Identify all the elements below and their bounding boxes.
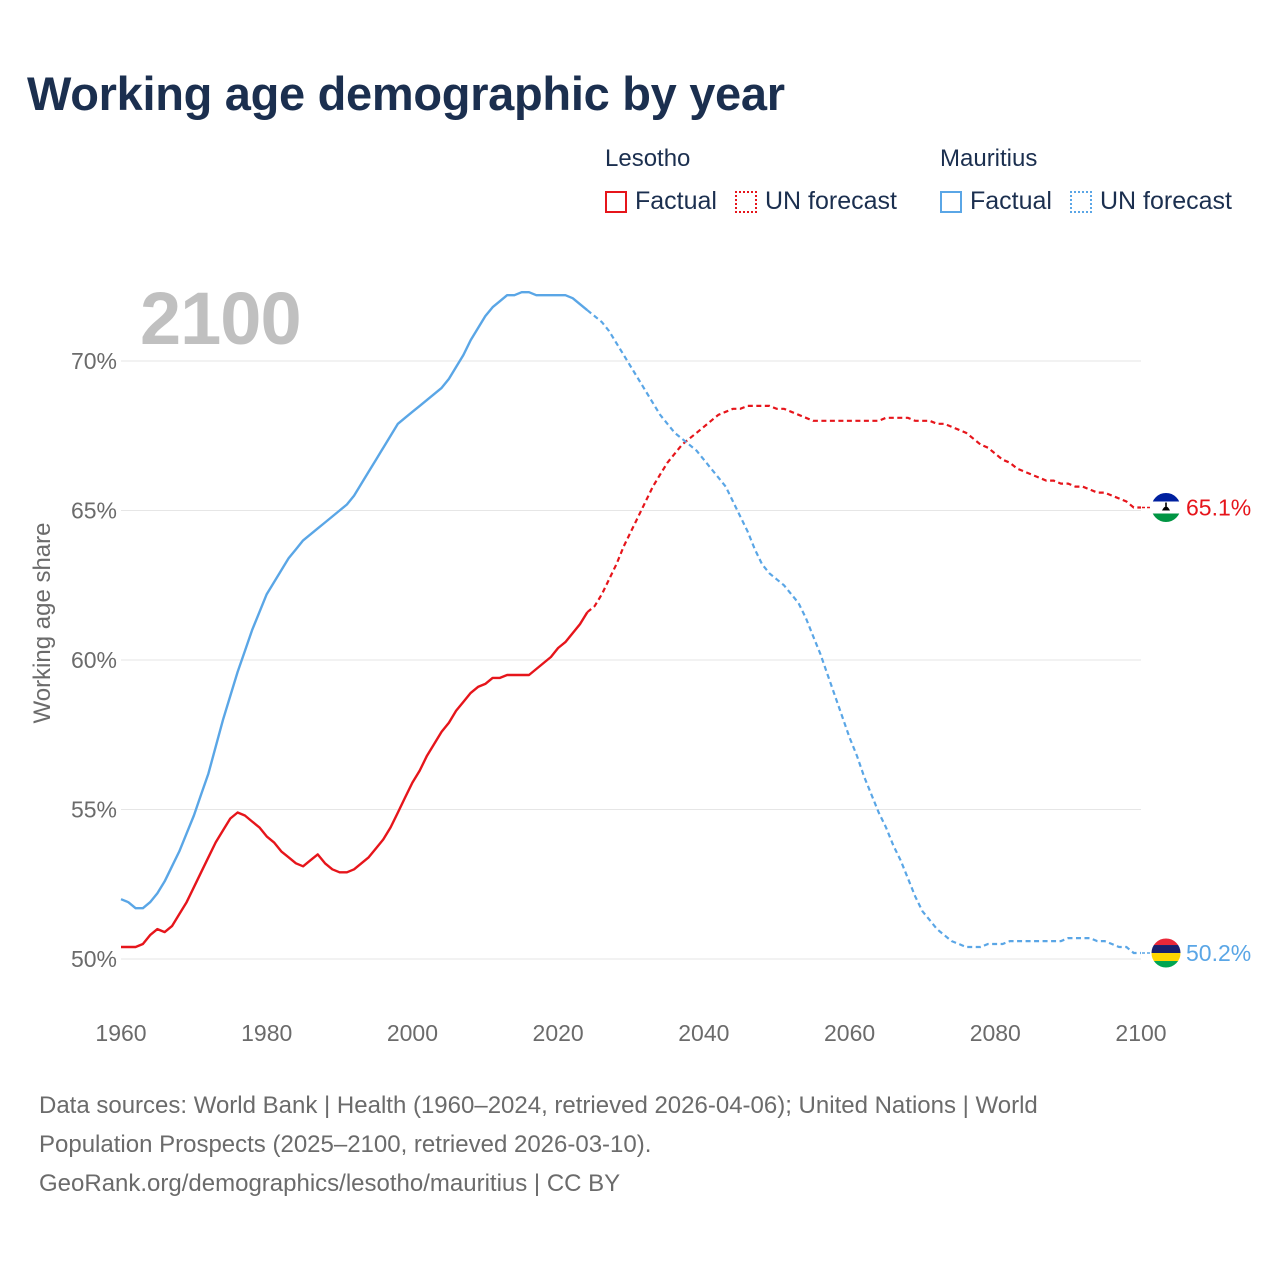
legend-group-mauritius: Mauritius Factual UN forecast [940,145,1232,216]
legend-group-name: Mauritius [940,145,1038,172]
gridlines [121,360,1141,960]
end-markers: 65.1% 50.2% [1142,492,1251,969]
x-tick-label: 1980 [241,1020,292,1046]
series-line-mauritius-factual[interactable] [120,291,589,910]
x-tick-label: 2040 [678,1020,729,1046]
legend-swatch-lesotho-factual [605,190,627,213]
legend-item-lesotho-factual[interactable]: Factual [605,187,717,216]
legend-item-mauritius-factual[interactable]: Factual [940,187,1052,216]
series-lines [120,291,1141,955]
current-year-label: 2100 [140,277,302,360]
y-tick-label: 55% [71,797,117,823]
legend-label: UN forecast [1099,187,1232,215]
y-tick-label: 70% [71,348,117,374]
y-tick-label: 60% [71,647,117,673]
series-line-lesotho-factual[interactable] [121,611,589,949]
chart-title: Working age demographic by year [27,67,785,120]
legend-label: UN forecast [764,187,897,215]
x-tick-label: 2060 [824,1020,875,1046]
flag-icon-mauritius [1150,937,1182,969]
line-chart: 50% 55% 60% 65% 70% 1960 1980 2000 2020 2040 2060… [29,291,1251,1046]
legend-swatch-mauritius-forecast [1069,190,1092,213]
legend-item-lesotho-forecast[interactable]: UN forecast [734,187,897,216]
y-axis-label: Working age share [29,523,56,724]
y-tick-label: 50% [71,946,117,972]
footer-line-2: Population Prospects (2025–2100, retriev… [39,1131,652,1158]
x-axis-ticks: 1960 1980 2000 2020 2040 2060 2080 2100 [95,1020,1166,1046]
x-tick-label: 2100 [1115,1020,1166,1046]
legend-label: Factual [970,187,1052,215]
x-tick-label: 2020 [533,1020,584,1046]
flag-icon-lesotho [1150,492,1182,524]
legend-item-mauritius-forecast[interactable]: UN forecast [1069,187,1232,216]
y-tick-label: 65% [71,498,117,524]
data-sources-footer: Data sources: World Bank | Health (1960–… [39,1086,1219,1203]
series-line-lesotho-forecast[interactable] [586,404,1141,614]
footer-line-1: Data sources: World Bank | Health (1960–… [39,1092,1038,1119]
legend-swatch-mauritius-factual [940,190,962,213]
x-tick-label: 1960 [95,1020,146,1046]
footer-line-3[interactable]: GeoRank.org/demographics/lesotho/mauriti… [39,1170,621,1197]
end-value-label-mauritius: 50.2% [1186,940,1251,966]
legend-group-name: Lesotho [605,145,691,172]
legend-group-lesotho: Lesotho Factual UN forecast [605,145,915,216]
end-value-label-lesotho: 65.1% [1186,495,1251,521]
legend-swatch-lesotho-forecast [734,190,757,213]
x-tick-label: 2080 [970,1020,1021,1046]
legend-label: Factual [635,187,717,215]
x-tick-label: 2000 [387,1020,438,1046]
y-axis-ticks: 50% 55% 60% 65% 70% [71,348,117,972]
series-line-mauritius-forecast[interactable] [586,309,1141,955]
